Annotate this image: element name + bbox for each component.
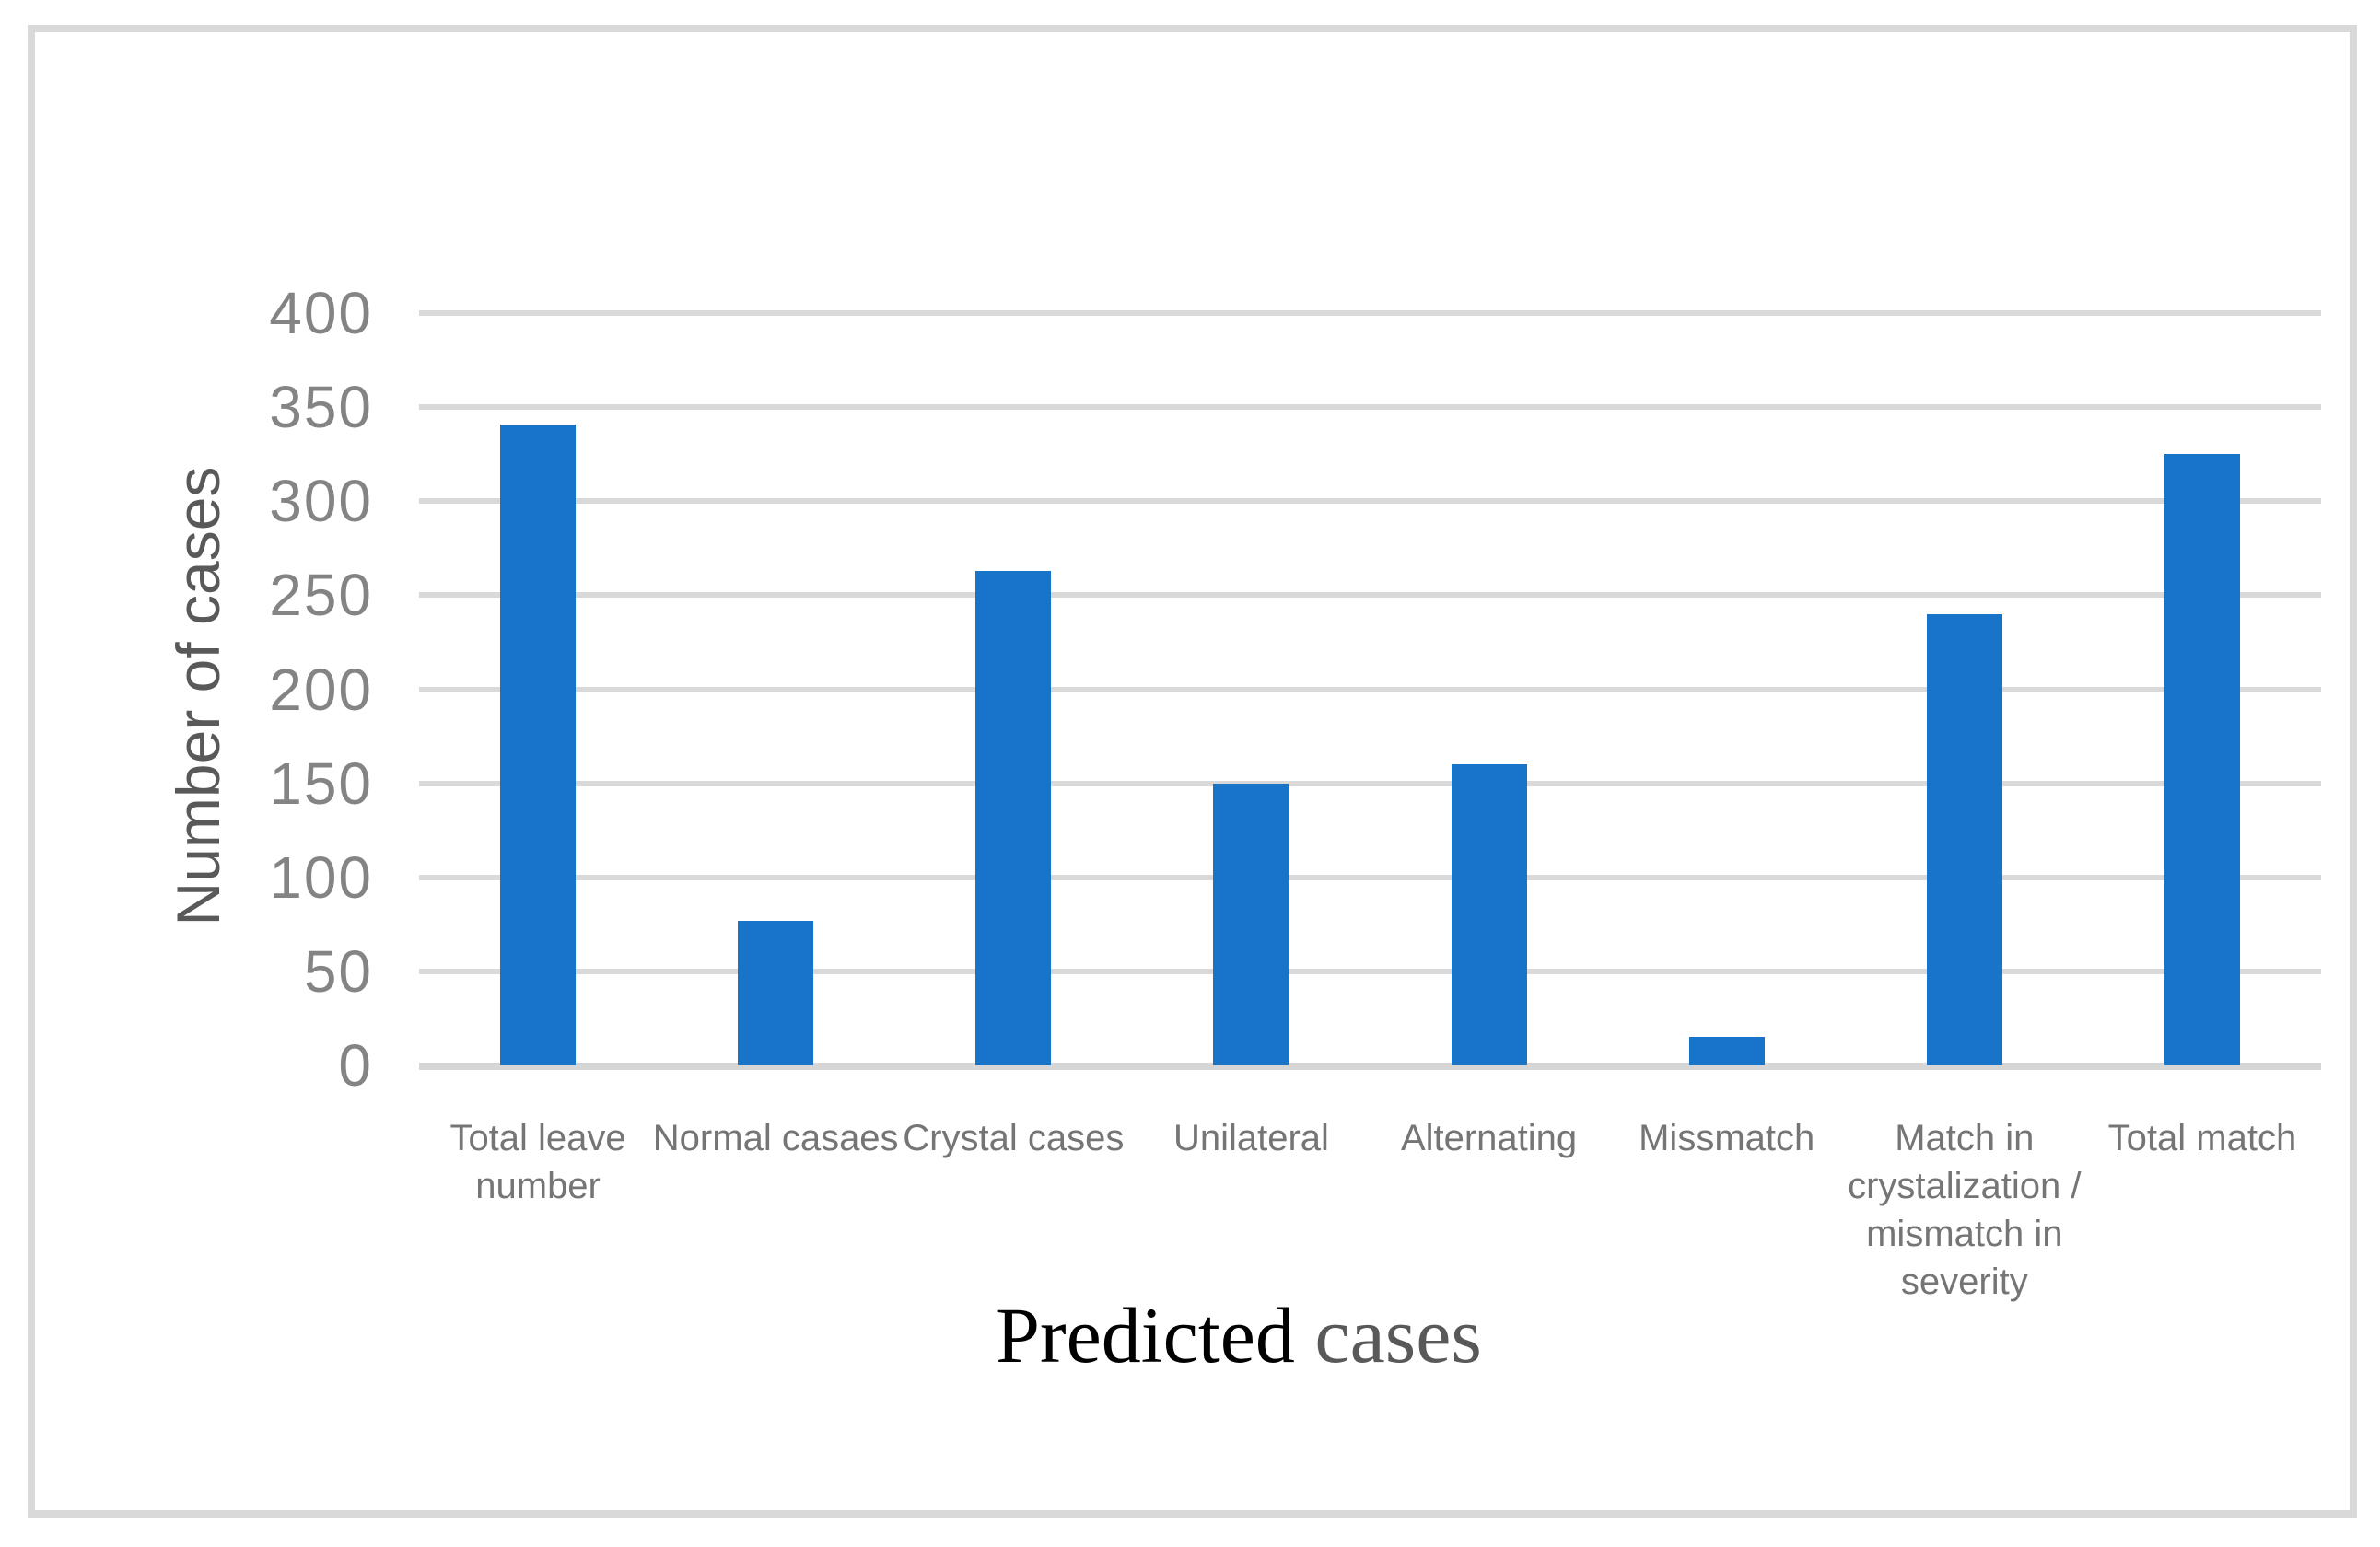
gridline <box>419 498 2321 505</box>
y-tick-label: 250 <box>269 562 373 629</box>
y-tick-label: 50 <box>303 937 373 1005</box>
category-label: Unilateral <box>1172 1118 1329 1158</box>
x-axis-line <box>419 1063 2321 1070</box>
x-axis-title-word-cases: cases <box>1314 1291 1482 1379</box>
gridline <box>419 780 2321 786</box>
gridline <box>419 686 2321 692</box>
bar <box>1688 1037 1765 1065</box>
plot-area <box>419 310 2321 1065</box>
bar <box>1926 613 2002 1065</box>
x-axis-title: Predicted cases <box>996 1289 1482 1381</box>
bar <box>1451 764 1527 1065</box>
category-label: Missmatch <box>1639 1118 1815 1158</box>
gridline <box>419 874 2321 880</box>
category-label: Match in crystalization / mismatch in se… <box>1848 1118 2082 1302</box>
y-tick-label: 200 <box>269 656 373 723</box>
x-axis-title-word-predicted: Predicted <box>996 1291 1295 1379</box>
gridline <box>419 310 2321 316</box>
y-tick-label: 300 <box>269 468 373 535</box>
category-label: Alternating <box>1400 1118 1578 1158</box>
y-tick-label: 400 <box>269 280 373 346</box>
y-tick-label: 0 <box>338 1032 373 1099</box>
bar <box>738 920 814 1065</box>
bar <box>975 570 1052 1065</box>
y-tick-label: 100 <box>269 843 373 911</box>
category-label: Total leave number <box>449 1118 626 1206</box>
gridline <box>419 404 2321 411</box>
bar <box>1213 783 1289 1065</box>
gridline <box>419 592 2321 599</box>
category-label: Crystal cases <box>903 1118 1125 1158</box>
y-tick-label: 350 <box>269 374 373 441</box>
bar <box>2164 454 2240 1065</box>
y-tick-label: 150 <box>269 750 373 817</box>
gridline <box>419 968 2321 974</box>
category-label: Normal casaes <box>652 1118 899 1158</box>
category-label: Total match <box>2107 1118 2297 1158</box>
bar <box>500 424 577 1065</box>
